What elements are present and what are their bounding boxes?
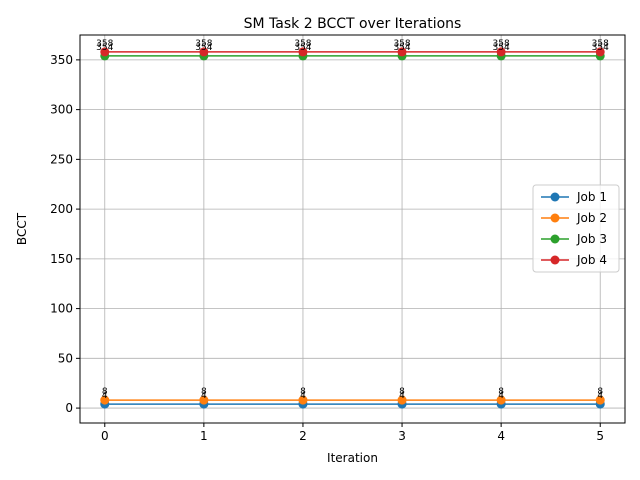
data-label: 8	[102, 387, 108, 397]
legend-label: Job 3	[576, 232, 607, 246]
legend-label: Job 2	[576, 211, 607, 225]
data-label: 8	[498, 387, 504, 397]
legend-item-4: Job 4	[541, 253, 607, 267]
data-label: 8	[399, 387, 405, 397]
y-tick-label: 50	[58, 351, 73, 365]
data-label: 354	[393, 43, 410, 53]
data-label: 4	[597, 391, 603, 401]
legend-swatch-marker	[550, 234, 560, 244]
data-label: 358	[493, 39, 510, 49]
legend-box	[532, 184, 620, 273]
data-label: 358	[294, 39, 311, 49]
data-label: 354	[195, 43, 212, 53]
data-label: 358	[393, 39, 410, 49]
data-label: 8	[597, 387, 603, 397]
series-layer	[100, 47, 605, 409]
data-point	[397, 47, 407, 57]
x-axis-label: Iteration	[327, 451, 378, 465]
x-tick-label: 4	[497, 429, 505, 443]
data-label: 358	[195, 39, 212, 49]
y-axis-label: BCCT	[15, 212, 29, 245]
data-point	[298, 47, 308, 57]
y-tick-label: 150	[50, 252, 73, 266]
y-tick-label: 250	[50, 152, 73, 166]
data-label: 4	[102, 391, 108, 401]
y-tick-label: 100	[50, 302, 73, 316]
y-tick-label: 300	[50, 103, 73, 117]
plot-area-frame	[79, 34, 626, 424]
data-label: 8	[201, 387, 207, 397]
legend-swatch-marker	[550, 192, 560, 202]
legend-label: Job 4	[576, 253, 607, 267]
y-tick-label: 0	[65, 401, 73, 415]
x-tick-label: 0	[101, 429, 109, 443]
data-point	[496, 47, 506, 57]
data-label: 354	[294, 43, 311, 53]
data-label: 354	[592, 43, 609, 53]
series-4	[100, 47, 605, 57]
data-label: 8	[300, 387, 306, 397]
legend-item-3: Job 3	[541, 232, 607, 246]
data-point	[595, 47, 605, 57]
x-tick-label: 2	[299, 429, 307, 443]
data-label: 358	[592, 39, 609, 49]
y-tick-label: 200	[50, 202, 73, 216]
data-point	[199, 47, 209, 57]
data-point	[595, 395, 605, 405]
data-label: 354	[96, 43, 113, 53]
data-label: 354	[493, 43, 510, 53]
legend-item-2: Job 2	[541, 211, 607, 225]
series-2	[100, 395, 605, 405]
data-label: 4	[300, 391, 306, 401]
data-label: 4	[498, 391, 504, 401]
legend: Job 1 Job 2 Job 3 Job 4	[532, 184, 620, 273]
data-point	[100, 395, 110, 405]
legend-item-1: Job 1	[541, 190, 607, 204]
legend-swatch-marker	[550, 213, 560, 223]
data-point	[397, 395, 407, 405]
chart-title: SM Task 2 BCCT over Iterations	[244, 16, 462, 32]
x-tick-label: 1	[200, 429, 208, 443]
data-point	[199, 395, 209, 405]
data-point	[496, 395, 506, 405]
data-label: 4	[201, 391, 207, 401]
x-tick-label: 3	[398, 429, 406, 443]
data-point	[298, 395, 308, 405]
legend-swatch-marker	[550, 255, 560, 265]
y-tick-label: 350	[50, 53, 73, 67]
data-label: 4	[399, 391, 405, 401]
data-label: 358	[96, 39, 113, 49]
x-tick-label: 5	[596, 429, 604, 443]
legend-label: Job 1	[576, 190, 607, 204]
data-point	[100, 47, 110, 57]
